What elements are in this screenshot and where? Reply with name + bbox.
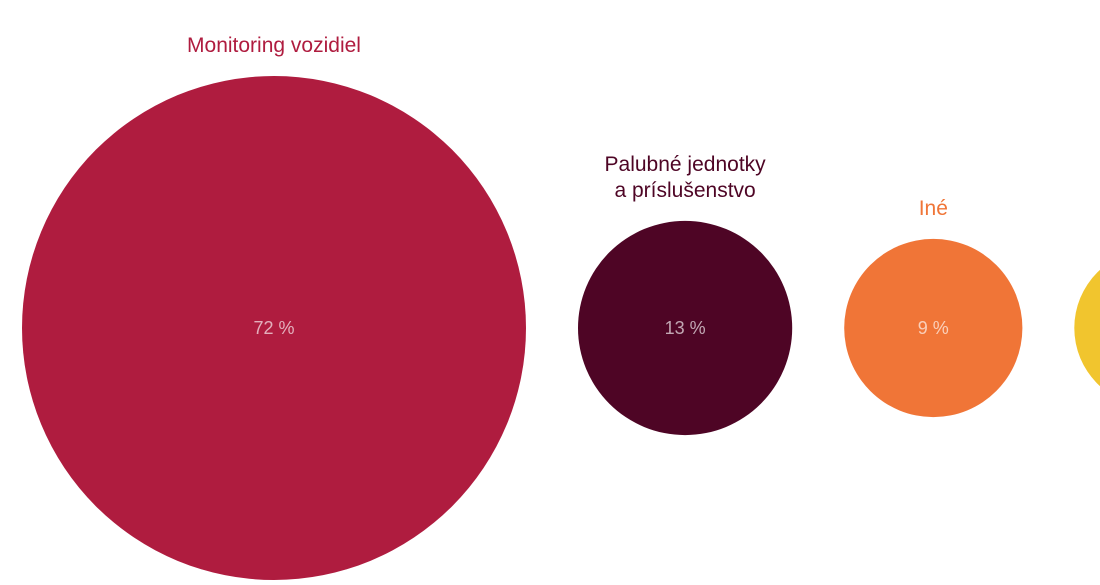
bubble-category-label-line: Monitoring vozidiel — [187, 34, 361, 57]
bubble-category-label: Monitoring vozidiel — [187, 34, 361, 57]
bubble-category-label: Palubné jednotky a príslušenstvo — [605, 153, 767, 202]
bubble-value-label: 9 % — [918, 318, 949, 338]
bubble-group: 72 % Monitoring vozidiel — [22, 34, 526, 580]
bubble-group: 7 %Inštaláciea aktivácie — [1074, 269, 1100, 387]
bubble-group: 9 % Iné — [844, 197, 1023, 418]
bubble-category-label-line: Iné — [919, 197, 948, 220]
bubble-group: 13 % Palubné jednotky a príslušenstvo — [578, 153, 793, 436]
bubble — [1074, 269, 1100, 387]
bubble — [844, 238, 1023, 418]
bubble — [578, 220, 793, 436]
bubble-value-label: 13 % — [665, 318, 706, 338]
bubble-value-label: 72 % — [253, 318, 294, 338]
bubble-category-label: Iné — [919, 197, 948, 220]
bubble — [22, 76, 526, 580]
bubble-category-label-line: Palubné jednotky — [605, 153, 767, 176]
bubble-category-label-line: a príslušenstvo — [614, 179, 755, 202]
